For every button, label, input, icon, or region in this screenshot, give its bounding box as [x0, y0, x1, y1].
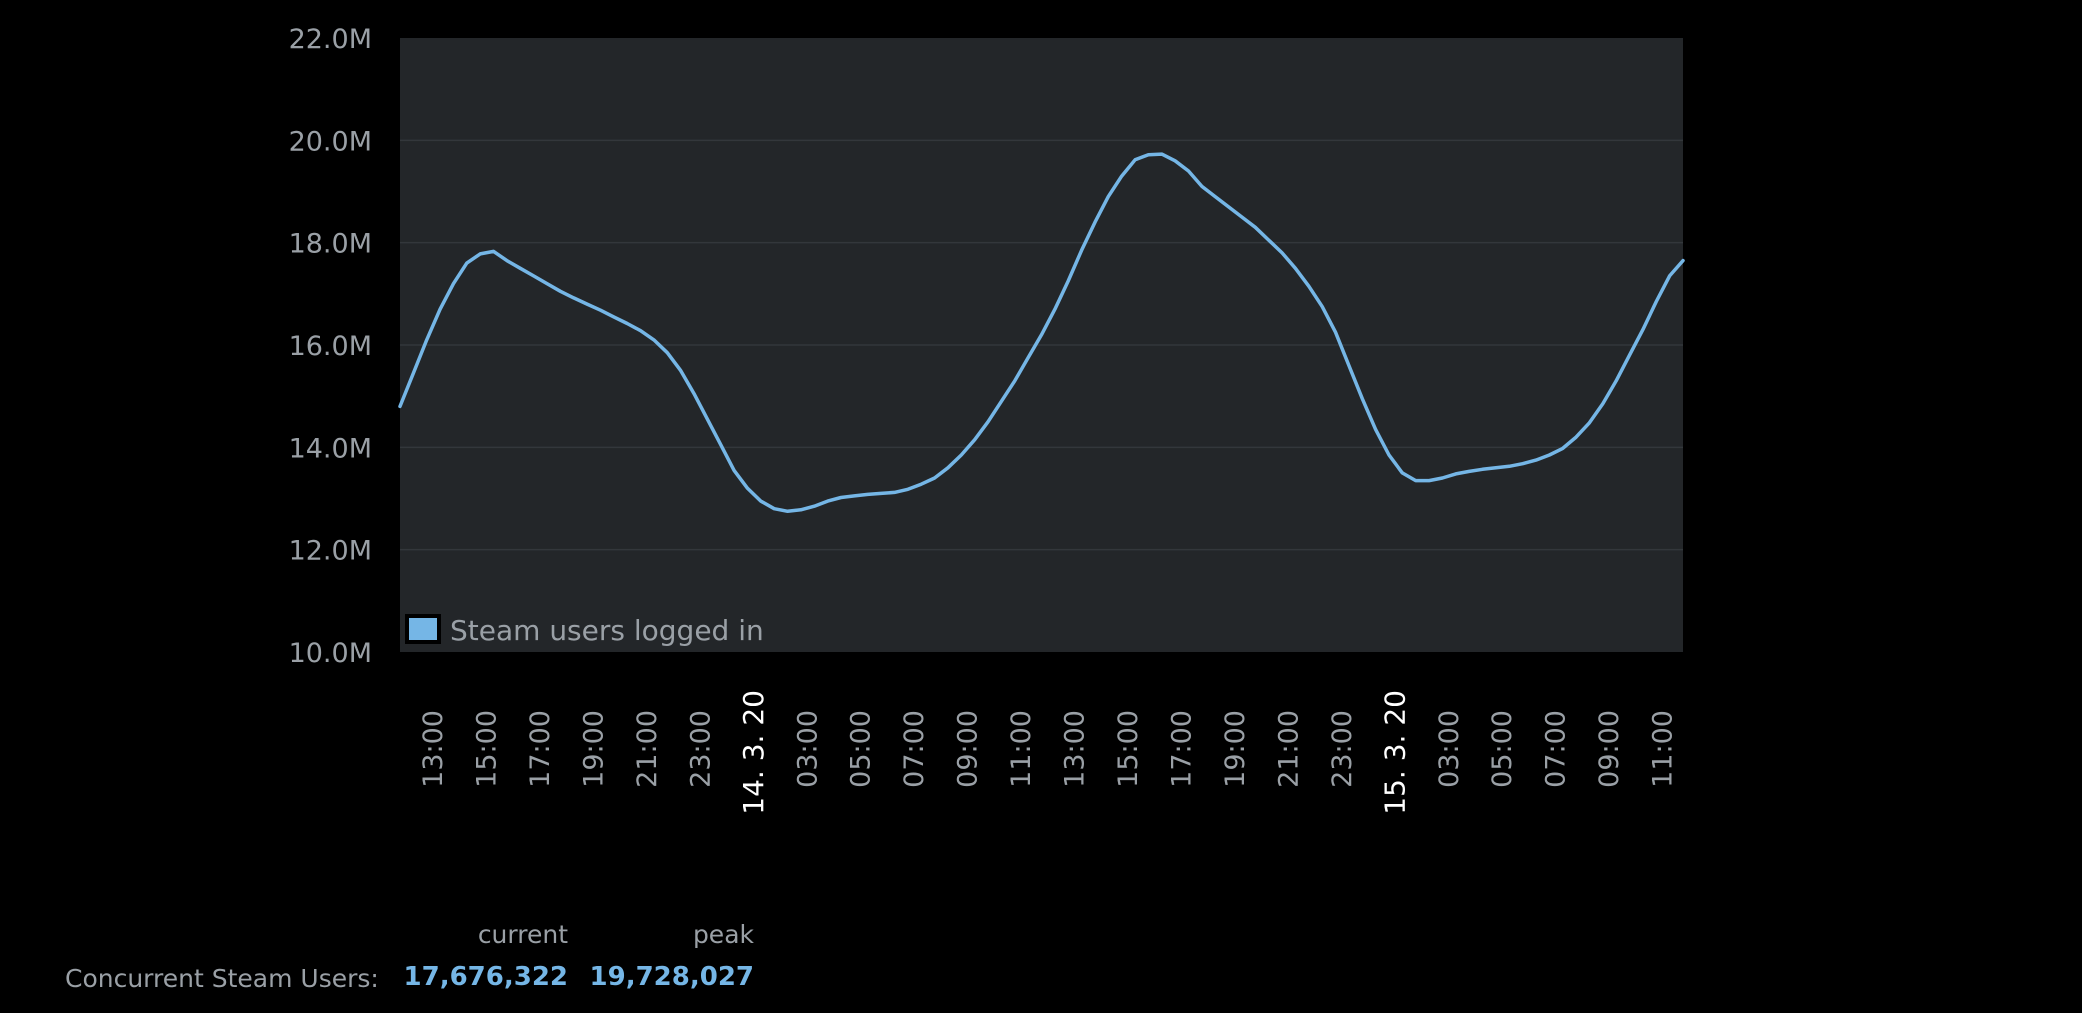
x-tick-label: 09:00 [953, 710, 984, 788]
y-tick-label: 18.0M [289, 229, 372, 260]
peak-header: peak [692, 920, 754, 949]
y-tick-label: 16.0M [289, 331, 372, 362]
x-date-label: 14. 3. 20 [737, 690, 770, 815]
x-tick-label: 15:00 [472, 710, 503, 788]
x-tick-label: 19:00 [1220, 710, 1251, 788]
x-tick-label: 23:00 [1327, 710, 1358, 788]
x-tick-label: 15:00 [1113, 710, 1144, 788]
x-tick-label: 11:00 [1648, 710, 1679, 788]
peak-users-value: 19,728,027 [589, 962, 754, 992]
x-axis-ticks: 13:00 15:00 17:00 19:00 21:00 23:00 14. 3. 20 0… [418, 690, 1679, 815]
x-tick-label: 13:00 [418, 710, 449, 788]
y-tick-label: 14.0M [289, 433, 372, 464]
x-tick-label: 09:00 [1594, 710, 1625, 788]
legend: Steam users logged in [405, 614, 764, 647]
x-tick-label: 11:00 [1006, 710, 1037, 788]
series-layer [398, 152, 1685, 514]
y-tick-label: 22.0M [289, 24, 372, 55]
x-tick-label: 13:00 [1060, 710, 1091, 788]
legend-label: Steam users logged in [450, 614, 764, 647]
x-tick-label: 17:00 [525, 710, 556, 788]
concurrent-users-chart: 22.0M 20.0M 18.0M 16.0M 14.0M 12.0M 10.0M 13:0… [289, 24, 1685, 815]
x-tick-label: 17:00 [1166, 710, 1197, 788]
y-tick-label: 20.0M [289, 126, 372, 157]
x-tick-label: 21:00 [632, 710, 663, 788]
x-tick-label: 07:00 [1541, 710, 1572, 788]
gridlines [400, 139, 1683, 551]
series-line-0 [398, 152, 1685, 514]
x-tick-label: 23:00 [685, 710, 716, 788]
y-axis-ticks: 22.0M 20.0M 18.0M 16.0M 14.0M 12.0M 10.0M [289, 24, 372, 669]
x-tick-label: 03:00 [792, 710, 823, 788]
x-tick-label: 07:00 [899, 710, 930, 788]
x-tick-label: 21:00 [1273, 710, 1304, 788]
y-tick-label: 10.0M [289, 638, 372, 669]
current-header: current [477, 920, 568, 949]
current-users-value: 17,676,322 [403, 962, 568, 992]
x-tick-label: 05:00 [846, 710, 877, 788]
concurrent-users-label: Concurrent Steam Users: [65, 964, 379, 993]
legend-swatch [409, 618, 437, 640]
x-tick-label: 05:00 [1487, 710, 1518, 788]
stats-panel: current peak Concurrent Steam Users: 17,… [0, 920, 800, 1010]
x-tick-label: 19:00 [578, 710, 609, 788]
y-tick-label: 12.0M [289, 536, 372, 567]
x-tick-label: 03:00 [1434, 710, 1465, 788]
x-date-label: 15. 3. 20 [1378, 690, 1411, 815]
